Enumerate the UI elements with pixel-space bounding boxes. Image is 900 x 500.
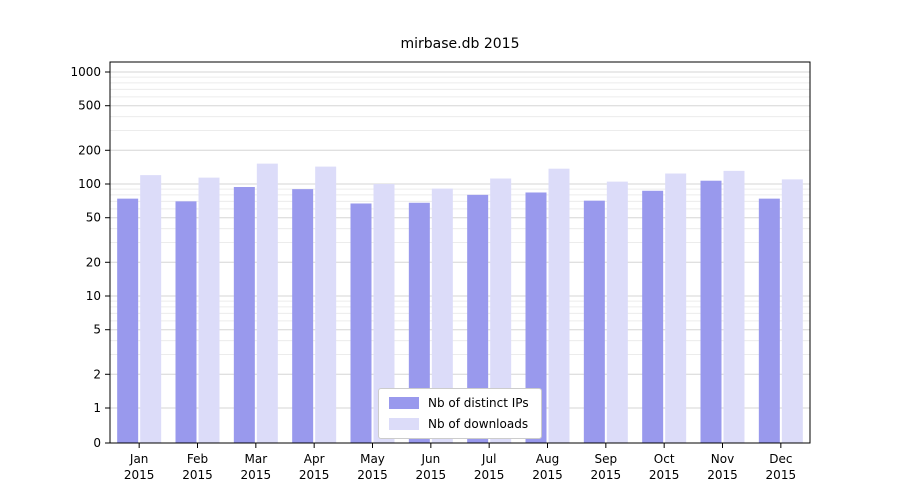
x-tick-label-year: 2015 — [649, 468, 680, 482]
x-tick-label-year: 2015 — [416, 468, 447, 482]
legend-swatch-distinct-ips — [389, 397, 419, 409]
bar-downloads — [606, 181, 628, 443]
x-tick-label-year: 2015 — [299, 468, 330, 482]
bar-downloads — [256, 163, 278, 443]
x-tick-label-year: 2015 — [357, 468, 388, 482]
y-tick-label: 200 — [78, 143, 101, 157]
bar-distinct-ips — [175, 201, 197, 443]
y-tick-label: 5 — [93, 323, 101, 337]
chart-title: mirbase.db 2015 — [400, 36, 520, 52]
x-tick-label-month: Jun — [420, 452, 440, 466]
legend-label-distinct-ips: Nb of distinct IPs — [428, 396, 529, 410]
bar-distinct-ips — [117, 198, 139, 443]
bar-downloads — [140, 175, 162, 443]
y-tick-label: 1000 — [70, 65, 101, 79]
y-tick-label: 0 — [93, 436, 101, 450]
legend-item-downloads: Nb of downloads — [389, 417, 529, 431]
bar-distinct-ips — [467, 194, 489, 443]
y-tick-label: 100 — [78, 177, 101, 191]
bar-distinct-ips — [408, 202, 430, 443]
bar-distinct-ips — [642, 190, 664, 443]
x-tick-label-month: Jul — [481, 452, 496, 466]
x-tick-label-year: 2015 — [124, 468, 155, 482]
x-tick-label-month: Dec — [769, 452, 792, 466]
plot-border — [109, 61, 811, 444]
x-tick-label-month: May — [360, 452, 385, 466]
y-tick-label: 2 — [93, 367, 101, 381]
bar-downloads — [548, 168, 570, 443]
bar-downloads — [665, 173, 687, 443]
x-tick-label-year: 2015 — [474, 468, 505, 482]
bar-distinct-ips — [233, 187, 255, 443]
bar-distinct-ips — [758, 198, 780, 443]
y-tick-label: 50 — [86, 211, 101, 225]
x-tick-label-month: Nov — [711, 452, 734, 466]
bar-distinct-ips — [292, 189, 314, 443]
x-tick-label-month: Mar — [245, 452, 268, 466]
bar-distinct-ips — [583, 200, 605, 443]
y-tick-label: 10 — [86, 289, 101, 303]
bar-distinct-ips — [525, 192, 547, 443]
legend-item-distinct-ips: Nb of distinct IPs — [389, 396, 529, 410]
legend: Nb of distinct IPs Nb of downloads — [378, 388, 542, 439]
bar-downloads — [315, 166, 337, 444]
y-tick-label: 1 — [93, 401, 101, 415]
x-tick-label-month: Sep — [595, 452, 618, 466]
x-tick-label-year: 2015 — [182, 468, 213, 482]
bar-downloads — [490, 178, 512, 443]
x-tick-label-month: Apr — [304, 452, 325, 466]
x-tick-label-year: 2015 — [766, 468, 797, 482]
bar-downloads — [431, 188, 453, 443]
bar-downloads — [198, 177, 220, 444]
bar-downloads — [373, 184, 395, 443]
y-tick-label: 20 — [86, 255, 101, 269]
x-tick-label-year: 2015 — [707, 468, 738, 482]
bar-distinct-ips — [700, 180, 722, 443]
y-tick-label: 500 — [78, 99, 101, 113]
bar-downloads — [781, 179, 803, 443]
x-tick-label-month: Feb — [187, 452, 208, 466]
x-tick-label-month: Oct — [654, 452, 675, 466]
x-tick-label-month: Jan — [129, 452, 149, 466]
x-tick-label-year: 2015 — [241, 468, 272, 482]
bar-downloads — [723, 170, 745, 444]
legend-swatch-downloads — [389, 418, 419, 430]
x-tick-label-year: 2015 — [591, 468, 622, 482]
legend-label-downloads: Nb of downloads — [428, 417, 529, 431]
bar-distinct-ips — [350, 203, 372, 443]
x-tick-label-year: 2015 — [532, 468, 563, 482]
x-tick-label-month: Aug — [536, 452, 559, 466]
